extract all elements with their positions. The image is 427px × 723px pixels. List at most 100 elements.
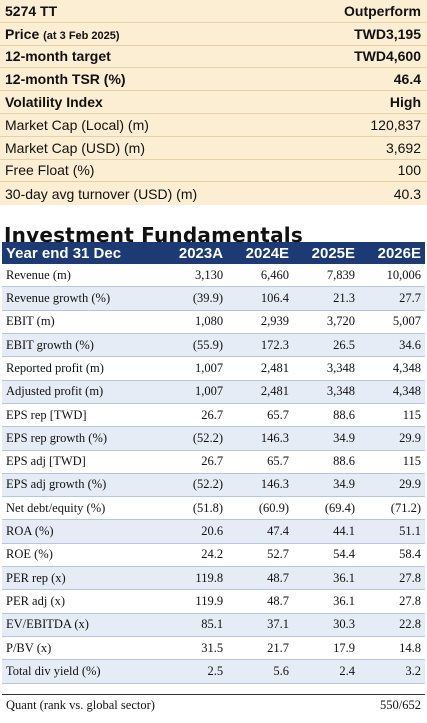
row-label: EPS rep [TWD] (2, 403, 161, 428)
table-row: Reported profit (m) 1,007 2,481 3,348 4,348 (2, 356, 425, 381)
row-label: Revenue growth (%) (2, 286, 161, 311)
row-label: EBIT growth (%) (2, 333, 161, 358)
row-label: Total div yield (%) (2, 659, 161, 684)
row-value: 6,460 (227, 264, 294, 288)
row-value: 26.5 (293, 333, 360, 358)
quant-value: 550/652 (380, 698, 421, 713)
row-value: 2,939 (227, 310, 294, 335)
target-value: TWD4,600 (354, 48, 421, 65)
header-year: 2026E (359, 242, 425, 265)
row-label: Adjusted profit (m) (2, 380, 161, 404)
row-value: 4,348 (359, 380, 425, 404)
row-value: 20.6 (160, 519, 228, 544)
row-value: 7,839 (293, 264, 360, 288)
row-value: 47.4 (227, 519, 294, 544)
turnover-row: 30-day avg turnover (USD) (m) 40.3 (0, 182, 427, 205)
ticker: 5274 TT (5, 2, 58, 19)
volatility-row: Volatility Index High (0, 91, 427, 114)
row-value: 34.9 (293, 426, 360, 451)
row-value: 3,348 (293, 356, 360, 381)
table-header-row: Year end 31 Dec 2023A 2024E 2025E 2026E (2, 242, 425, 265)
mcap-local-label: Market Cap (Local) (m) (5, 116, 149, 133)
row-label: EV/EBITDA (x) (2, 613, 161, 637)
row-value: 65.7 (227, 403, 294, 428)
volatility-label: Volatility Index (5, 94, 103, 111)
row-value: 22.8 (359, 613, 425, 637)
row-value: 54.4 (293, 543, 360, 568)
row-label: EPS adj [TWD] (2, 450, 161, 474)
table-row: ROA (%) 20.6 47.4 44.1 51.1 (2, 519, 425, 544)
table-row: EPS adj [TWD] 26.7 65.7 88.6 115 (2, 450, 425, 474)
table-row: EBIT (m) 1,080 2,939 3,720 5,007 (2, 310, 425, 335)
row-value: 3,130 (160, 264, 228, 288)
table-row: PER rep (x) 119.8 48.7 36.1 27.8 (2, 566, 425, 591)
ticker-row: 5274 TT Outperform (0, 0, 427, 23)
free-float-row: Free Float (%) 100 (0, 160, 427, 183)
table-row: Total div yield (%) 2.5 5.6 2.4 3.2 (2, 659, 425, 684)
row-value: (52.2) (160, 473, 228, 498)
row-value: 44.1 (293, 519, 360, 544)
row-value: 2.4 (293, 659, 360, 684)
row-value: (52.2) (160, 426, 228, 451)
row-value: 2,481 (227, 380, 294, 404)
row-value: 1,007 (160, 380, 228, 404)
row-value: 27.7 (359, 286, 425, 311)
row-value: 3,348 (293, 380, 360, 404)
row-value: 31.5 (160, 636, 228, 661)
row-value: 26.7 (160, 403, 228, 428)
price-date: (at 3 Feb 2025) (43, 29, 120, 42)
row-value: 115 (359, 450, 425, 474)
row-value: 65.7 (227, 450, 294, 474)
mcap-usd-value: 3,692 (385, 139, 421, 156)
mcap-usd-row: Market Cap (USD) (m) 3,692 (0, 137, 427, 160)
turnover-label: 30-day avg turnover (USD) (m) (5, 185, 198, 202)
row-value: 3,720 (293, 310, 360, 335)
row-value: 2.5 (160, 659, 228, 684)
row-value: 34.6 (359, 333, 425, 358)
header-year-end: Year end 31 Dec (2, 242, 161, 265)
quant-row: Quant (rank vs. global sector) 550/652 (2, 693, 425, 717)
table-row: PER adj (x) 119.9 48.7 36.1 27.8 (2, 589, 425, 614)
row-value: 146.3 (227, 426, 294, 451)
volatility-value: High (389, 94, 421, 111)
row-value: 36.1 (293, 589, 360, 614)
table-row: EBIT growth (%) (55.9) 172.3 26.5 34.6 (2, 333, 425, 358)
row-value: 36.1 (293, 566, 360, 591)
row-value: (60.9) (227, 496, 294, 521)
table-row: Revenue growth (%) (39.9) 106.4 21.3 27.7 (2, 286, 425, 311)
row-value: 21.3 (293, 286, 360, 311)
row-value: 3.2 (359, 659, 425, 684)
row-value: 106.4 (227, 286, 294, 311)
row-value: 48.7 (227, 589, 294, 614)
table-row: EPS rep [TWD] 26.7 65.7 88.6 115 (2, 403, 425, 428)
row-value: 4,348 (359, 356, 425, 381)
row-value: 88.6 (293, 403, 360, 428)
header-year: 2024E (227, 242, 294, 265)
tsr-label: 12-month TSR (%) (5, 71, 126, 88)
row-label: EPS rep growth (%) (2, 426, 161, 451)
row-value: 58.4 (359, 543, 425, 568)
row-label: PER rep (x) (2, 566, 161, 591)
row-value: 5.6 (227, 659, 294, 684)
mcap-local-row: Market Cap (Local) (m) 120,837 (0, 114, 427, 137)
row-label: EBIT (m) (2, 310, 161, 335)
price-value: TWD3,195 (354, 25, 421, 42)
table-row: Net debt/equity (%) (51.8) (60.9) (69.4) (71… (2, 496, 425, 521)
row-value: (71.2) (359, 496, 425, 521)
row-value: 10,006 (359, 264, 425, 288)
row-label: Net debt/equity (%) (2, 496, 161, 521)
table-row: EPS rep growth (%) (52.2) 146.3 34.9 29.9 (2, 426, 425, 451)
row-value: 26.7 (160, 450, 228, 474)
row-label: EPS adj growth (%) (2, 473, 161, 498)
row-value: 30.3 (293, 613, 360, 637)
row-value: 29.9 (359, 426, 425, 451)
mcap-usd-label: Market Cap (USD) (m) (5, 139, 146, 156)
table-body: Revenue (m) 3,130 6,460 7,839 10,006 Revenue … (2, 264, 425, 684)
row-value: (55.9) (160, 333, 228, 358)
row-value: (51.8) (160, 496, 228, 521)
row-value: 172.3 (227, 333, 294, 358)
row-value: 119.8 (160, 566, 228, 591)
table-row: EPS adj growth (%) (52.2) 146.3 34.9 29.9 (2, 473, 425, 498)
section-title: Investment Fundamentals (4, 223, 303, 248)
free-float-value: 100 (397, 162, 421, 179)
